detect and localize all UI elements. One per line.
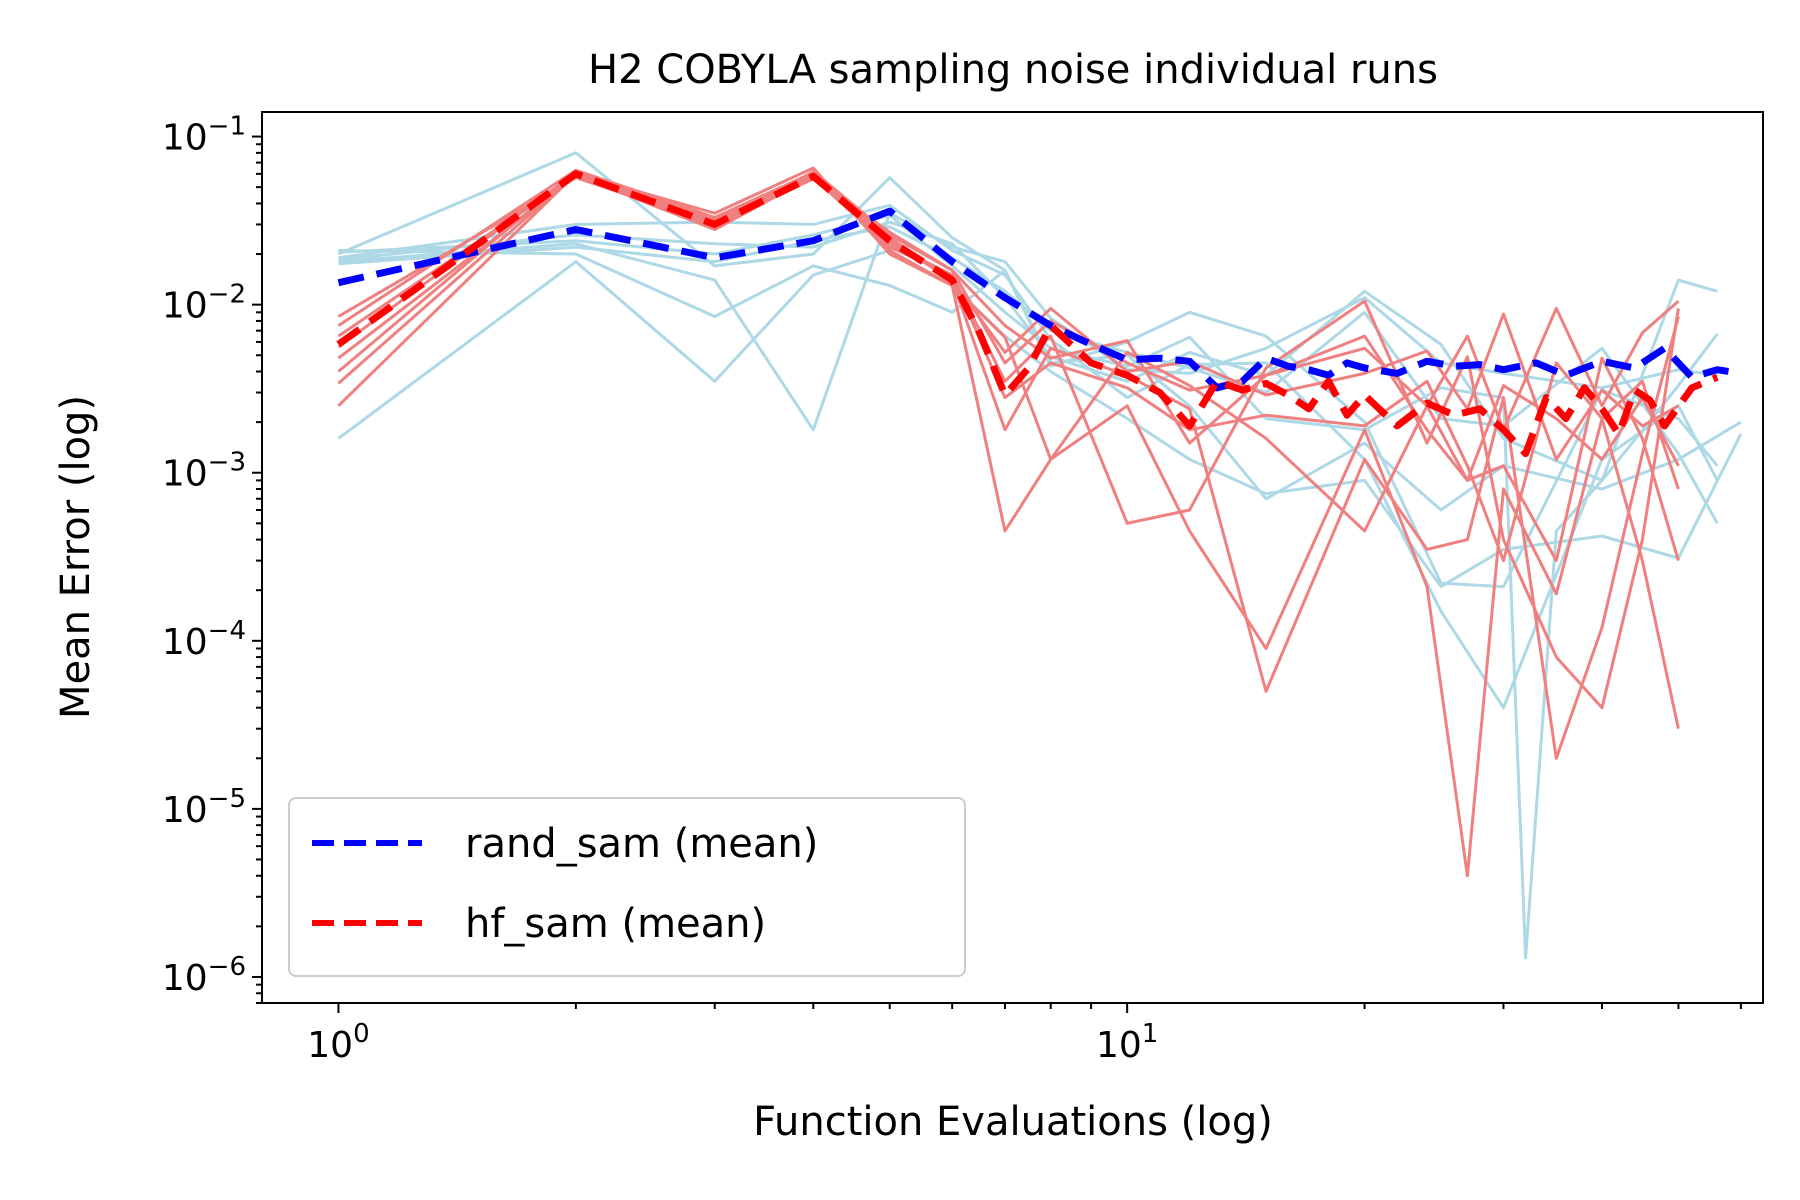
y-tick-label: 10−6 (162, 952, 246, 999)
hf-run-line-3 (337, 170, 1680, 482)
hf-run-line-5 (337, 173, 1680, 461)
y-tick-label: 10−1 (162, 112, 246, 159)
y-axis-label: Mean Error (log) (53, 395, 99, 719)
mean-line-rand-sam (337, 207, 1742, 392)
hf-run-line-6 (337, 168, 1680, 563)
hf-run-line-0 (337, 166, 1680, 878)
legend: rand_sam (mean) hf_sam (mean) (288, 797, 966, 977)
rand-run-line-1 (337, 151, 1742, 512)
rand-run-line-0 (337, 249, 1743, 589)
x-tick-label: 100 (307, 1019, 369, 1066)
hf-run-line-2 (337, 170, 1680, 760)
x-axis-label: Function Evaluations (log) (753, 1099, 1273, 1145)
y-tick-label: 10−2 (162, 280, 246, 327)
plot-frame (261, 111, 1764, 1004)
y-tick-label: 10−3 (162, 448, 246, 495)
axis-ticks: 100 101 10−1 10−2 10−3 10−4 10−5 10−6 (162, 112, 1742, 1066)
legend-label-rand: rand_sam (mean) (465, 821, 818, 867)
rand-run-line-6 (338, 213, 1718, 960)
y-tick-label: 10−4 (162, 616, 246, 663)
x-tick-label: 101 (1096, 1019, 1158, 1066)
y-tick-label: 10−5 (162, 784, 246, 831)
legend-box (288, 797, 966, 977)
mean-lines (336, 170, 1742, 458)
chart-title: H2 COBYLA sampling noise individual runs (588, 47, 1438, 93)
rand-run-line-4 (338, 203, 1719, 710)
mean-line-hf-sam (336, 170, 1719, 458)
legend-label-hf: hf_sam (mean) (465, 901, 766, 947)
